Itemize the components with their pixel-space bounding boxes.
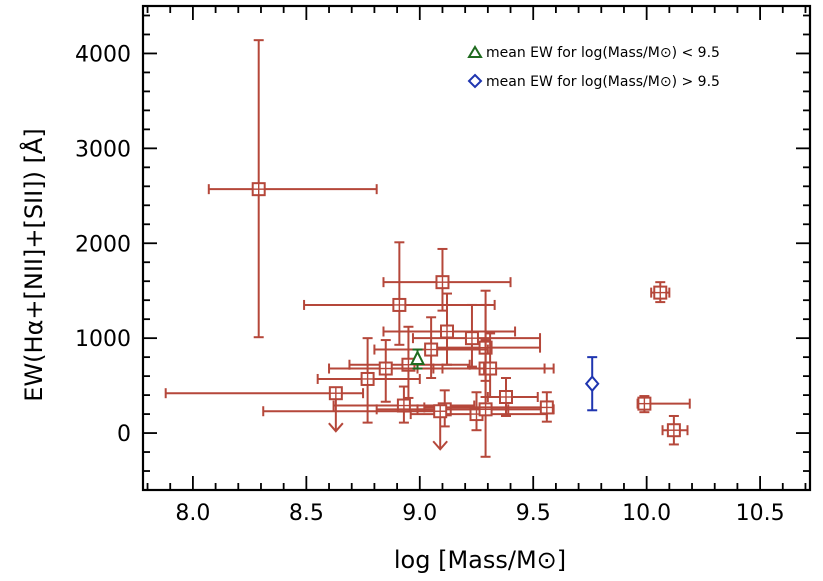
upper-limit-arrowhead	[432, 440, 448, 451]
legend-label-low-mass: mean EW for log(Mass/M⊙) < 9.5	[486, 45, 720, 61]
legend-item-high-mass: mean EW for log(Mass/M⊙) > 9.5	[467, 73, 720, 90]
legend-diamond-marker	[467, 73, 483, 89]
x-tick-label: 9.5	[516, 501, 551, 526]
legend-item-low-mass: mean EW for log(Mass/M⊙) < 9.5	[467, 45, 720, 61]
y-tick-label: 0	[117, 422, 131, 447]
legend-label-high-mass: mean EW for log(Mass/M⊙) > 9.5	[486, 74, 720, 90]
x-tick-label: 8.0	[175, 501, 210, 526]
data-point	[382, 247, 512, 312]
y-tick-label: 2000	[75, 232, 131, 257]
plot-frame	[141, 4, 812, 492]
upper-limit-arrowhead	[328, 422, 344, 433]
tick-labels: 8.0 8.5 9.0 9.5 10.0 10.5 0 1000 2000 3000 4000	[75, 42, 785, 526]
data-points	[164, 39, 691, 458]
data-point	[303, 241, 496, 346]
legend: mean EW for log(Mass/M⊙) < 9.5 mean EW f…	[467, 45, 720, 90]
x-tick-label: 10.5	[736, 501, 785, 526]
data-point	[332, 385, 476, 424]
data-point	[207, 39, 378, 339]
diamond-marker	[584, 375, 600, 393]
x-axis-title: log [Mass/M⊙]	[394, 546, 566, 574]
y-tick-label: 1000	[75, 327, 131, 352]
data-point	[416, 289, 555, 458]
y-tick-label: 4000	[75, 42, 131, 67]
y-axis-title: EW(Hα+[NII]+[SII]) [Å]	[19, 128, 48, 401]
data-point	[486, 377, 539, 417]
data-point	[262, 404, 448, 451]
x-tick-label: 9.0	[402, 501, 437, 526]
data-point	[661, 414, 689, 446]
y-tick-label: 3000	[75, 137, 131, 162]
x-tick-label: 8.5	[289, 501, 324, 526]
triangle-marker	[409, 349, 426, 366]
data-point	[584, 356, 600, 412]
data-point	[636, 395, 691, 414]
data-point	[650, 281, 671, 304]
data-point	[382, 292, 517, 366]
data-point	[411, 303, 542, 368]
legend-triangle-marker	[467, 45, 483, 58]
data-point	[409, 348, 426, 370]
x-tick-label: 10.0	[622, 501, 671, 526]
data-point	[316, 337, 421, 424]
